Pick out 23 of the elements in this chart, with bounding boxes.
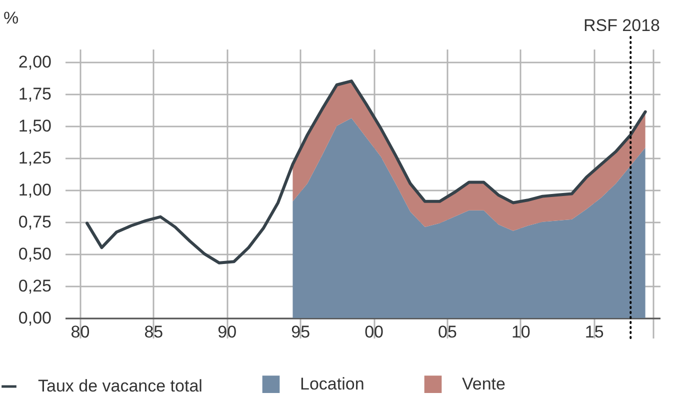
x-tick-label: 80 [70, 322, 90, 342]
y-tick-label: 1,25 [18, 148, 52, 168]
y-tick-label: 1,75 [18, 84, 52, 104]
text: RSF 2018 [583, 16, 660, 35]
x-tick-label: 10 [511, 322, 530, 342]
legend-label: Taux de vacance total [38, 376, 202, 396]
legend-label: Vente [462, 374, 506, 394]
x-tick-label: 90 [218, 322, 237, 342]
y-tick-label: 0,00 [18, 308, 52, 328]
y-tick-label: 0,75 [18, 212, 52, 232]
y-tick-label: 2,00 [18, 52, 52, 72]
y-tick-label: 0,25 [18, 276, 52, 296]
y-tick-label: 1,50 [18, 116, 52, 136]
x-tick-label: 85 [144, 322, 164, 342]
x-tick-label: 95 [291, 322, 310, 342]
line-series [86, 80, 647, 264]
y-tick-label: 1,00 [18, 180, 52, 200]
x-tick-label: 00 [364, 322, 384, 342]
legend-label: Location [300, 374, 364, 394]
y-tick-label: 0,50 [18, 244, 52, 264]
y-axis-title: % [4, 8, 19, 28]
x-tick-label: 15 [584, 322, 604, 342]
x-tick-label: 05 [438, 322, 457, 342]
